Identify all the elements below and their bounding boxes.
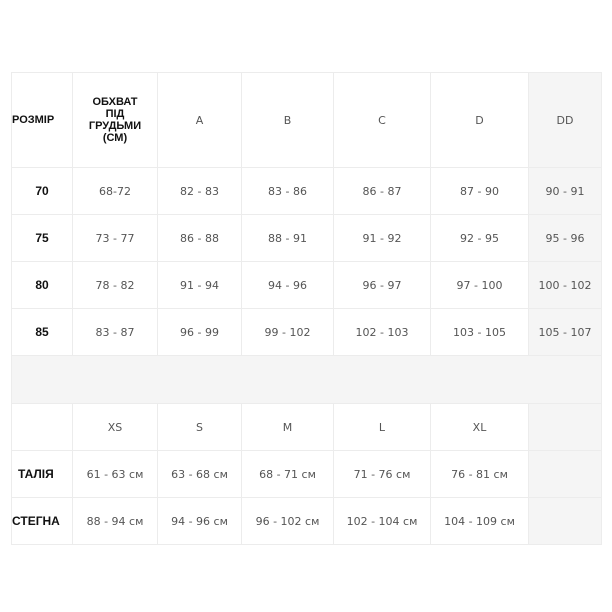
empty-cell (528, 403, 602, 451)
measurement-cell: 83 - 86 (241, 167, 334, 215)
header-line: ПІД (105, 108, 125, 120)
header-line: ГРУДЬМИ (88, 120, 142, 132)
header-cup-d: D (430, 72, 529, 168)
measurement-cell: 73 - 77 (72, 214, 158, 262)
measurement-cell: 100 - 102 (528, 261, 602, 309)
band-size-cell: 80 (11, 261, 73, 309)
band-size-cell: 70 (11, 167, 73, 215)
size-xs: XS (72, 403, 158, 451)
measurement-cell: 95 - 96 (528, 214, 602, 262)
measurement-cell: 68 - 71 см (241, 450, 334, 498)
measurement-cell: 86 - 87 (333, 167, 431, 215)
measurement-cell: 86 - 88 (157, 214, 242, 262)
measurement-cell: 91 - 92 (333, 214, 431, 262)
size-s: S (157, 403, 242, 451)
header-size: РОЗМІР (11, 72, 73, 168)
measurement-label: ТАЛІЯ (11, 450, 73, 498)
measurement-cell: 97 - 100 (430, 261, 529, 309)
measurement-cell: 105 - 107 (528, 308, 602, 356)
measurement-cell: 88 - 94 см (72, 497, 158, 545)
measurement-label: СТЕГНА (11, 497, 73, 545)
measurement-cell: 68-72 (72, 167, 158, 215)
measurement-cell: 91 - 94 (157, 261, 242, 309)
measurement-cell: 102 - 103 (333, 308, 431, 356)
measurement-cell: 94 - 96 (241, 261, 334, 309)
size-chart-table: РОЗМІР ОБХВАТ ПІД ГРУДЬМИ (СМ) A B C D D… (11, 72, 602, 545)
spacer-row (11, 355, 602, 404)
header-row: РОЗМІР ОБХВАТ ПІД ГРУДЬМИ (СМ) A B C D D… (11, 72, 602, 168)
table-row: 85 83 - 87 96 - 99 99 - 102 102 - 103 103 - 1… (11, 308, 602, 356)
header-line: ОБХВАТ (92, 96, 138, 108)
measurement-cell: 104 - 109 см (430, 497, 529, 545)
measurement-cell: 96 - 102 см (241, 497, 334, 545)
measurement-cell: 90 - 91 (528, 167, 602, 215)
empty-cell (528, 450, 602, 498)
measurement-cell: 94 - 96 см (157, 497, 242, 545)
band-size-cell: 85 (11, 308, 73, 356)
measurement-cell: 99 - 102 (241, 308, 334, 356)
measurement-cell: 96 - 97 (333, 261, 431, 309)
table-row: СТЕГНА 88 - 94 см 94 - 96 см 96 - 102 см 102… (11, 497, 602, 545)
measurement-cell: 76 - 81 см (430, 450, 529, 498)
size-m: M (241, 403, 334, 451)
measurement-cell: 96 - 99 (157, 308, 242, 356)
empty-cell (528, 497, 602, 545)
measurement-cell: 83 - 87 (72, 308, 158, 356)
measurement-cell: 63 - 68 см (157, 450, 242, 498)
header-cup-dd: DD (528, 72, 602, 168)
measurement-cell: 102 - 104 см (333, 497, 431, 545)
table-row: 75 73 - 77 86 - 88 88 - 91 91 - 92 92 - 95 95 … (11, 214, 602, 262)
measurement-cell: 61 - 63 см (72, 450, 158, 498)
header-line: (СМ) (102, 132, 128, 144)
spacer-cell (11, 355, 602, 404)
header-underbust: ОБХВАТ ПІД ГРУДЬМИ (СМ) (72, 72, 158, 168)
measurement-cell: 103 - 105 (430, 308, 529, 356)
measurement-cell: 71 - 76 см (333, 450, 431, 498)
band-size-cell: 75 (11, 214, 73, 262)
header-cup-c: C (333, 72, 431, 168)
table-row: 70 68-72 82 - 83 83 - 86 86 - 87 87 - 90 90 - … (11, 167, 602, 215)
size-xl: XL (430, 403, 529, 451)
table-row: ТАЛІЯ 61 - 63 см 63 - 68 см 68 - 71 см 71 - … (11, 450, 602, 498)
empty-cell (11, 403, 73, 451)
measurement-cell: 82 - 83 (157, 167, 242, 215)
panty-size-header-row: XS S M L XL (11, 403, 602, 451)
header-cup-a: A (157, 72, 242, 168)
measurement-cell: 92 - 95 (430, 214, 529, 262)
measurement-cell: 78 - 82 (72, 261, 158, 309)
header-cup-b: B (241, 72, 334, 168)
table-row: 80 78 - 82 91 - 94 94 - 96 96 - 97 97 - 100 10… (11, 261, 602, 309)
measurement-cell: 88 - 91 (241, 214, 334, 262)
size-l: L (333, 403, 431, 451)
measurement-cell: 87 - 90 (430, 167, 529, 215)
